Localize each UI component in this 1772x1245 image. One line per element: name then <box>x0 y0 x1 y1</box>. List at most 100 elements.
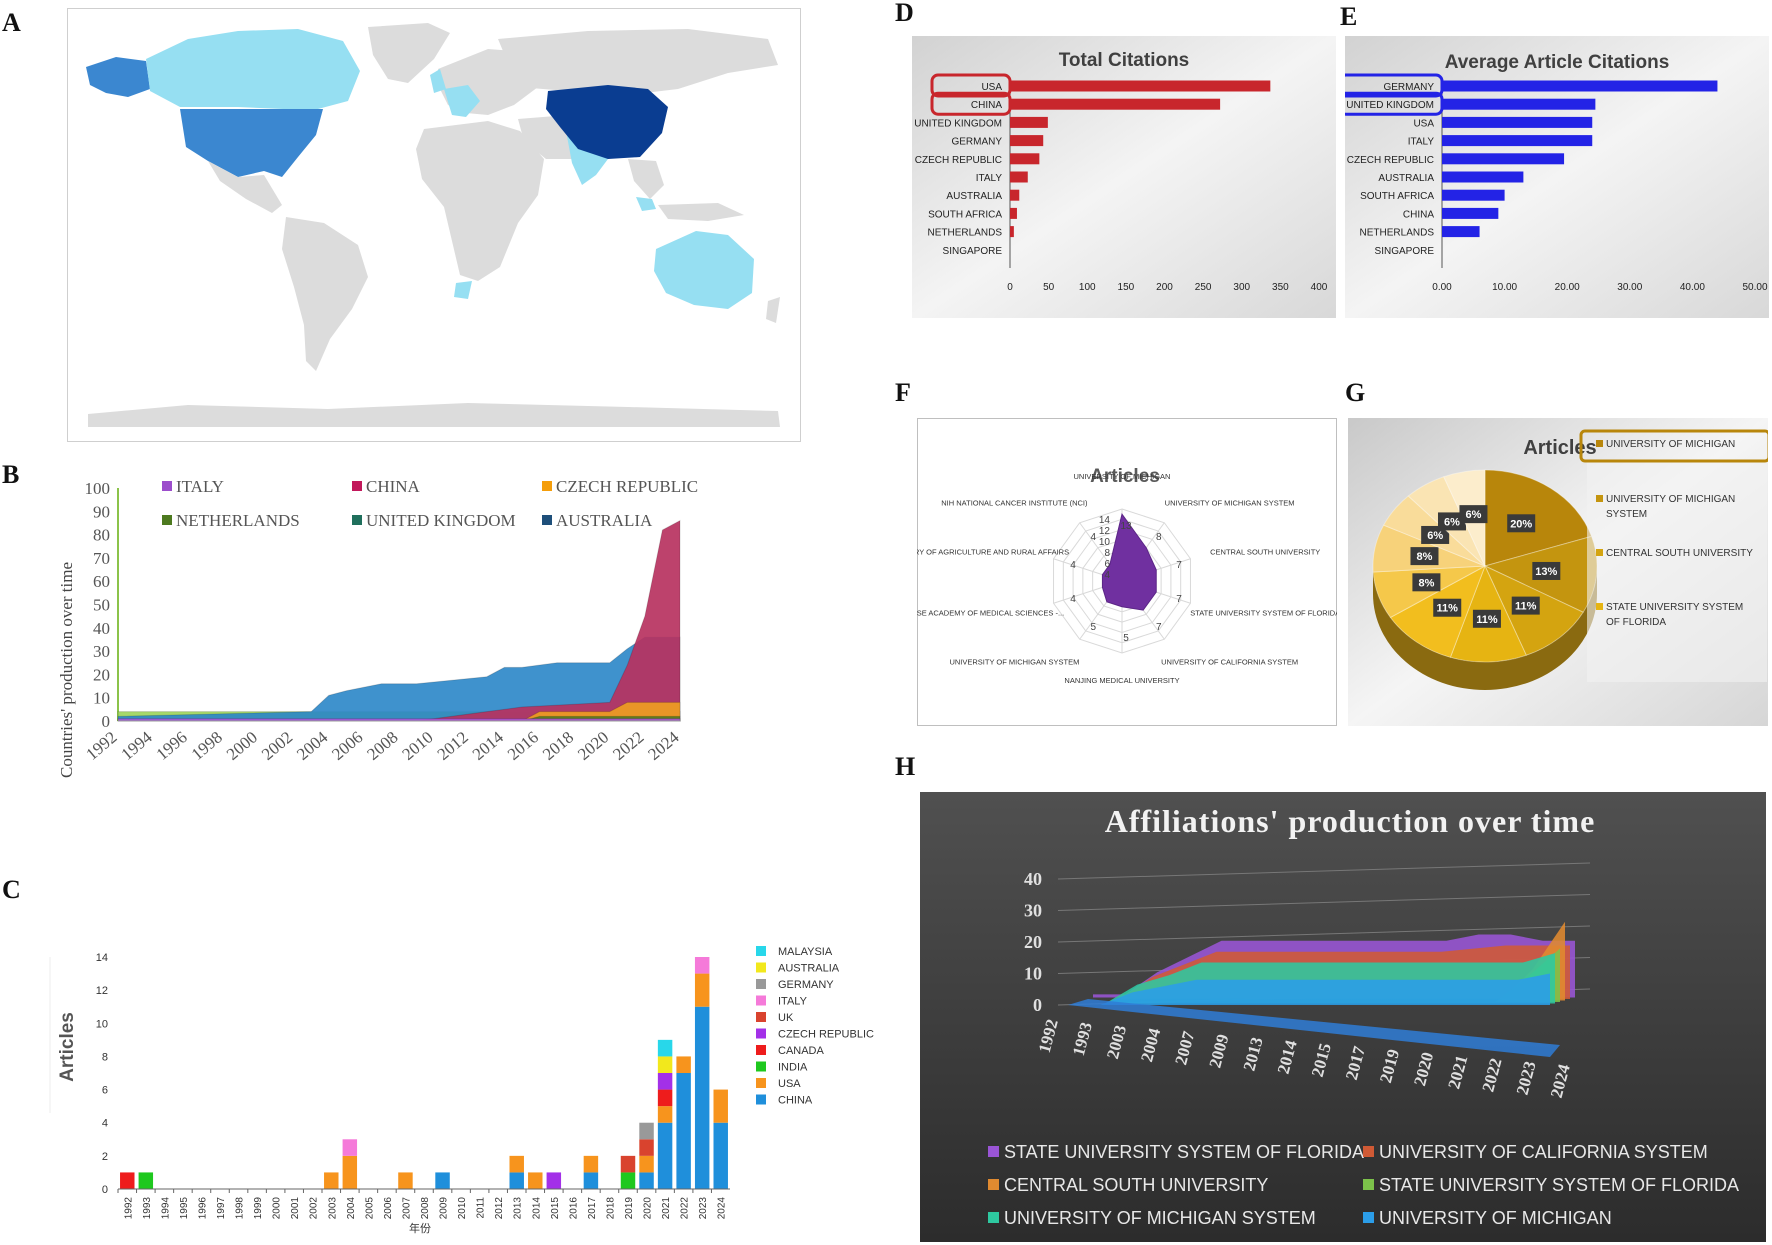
legend-panel <box>1587 460 1767 682</box>
x-tick-5: 250 <box>1195 282 1212 293</box>
bar-united-kingdom <box>1010 116 1048 128</box>
y-tick-14: 14 <box>96 952 108 964</box>
y-tick-20: 20 <box>93 665 110 684</box>
x-tick-4: 200 <box>1156 282 1173 293</box>
y-tick-6: 6 <box>102 1085 108 1097</box>
bar-2019-india <box>620 1172 636 1189</box>
x-tick-2010: 2010 <box>398 728 436 764</box>
bar-label-united-kingdom: UNITED KINGDOM <box>914 118 1002 129</box>
bar-2003-usa <box>324 1172 339 1189</box>
bar-2017-china <box>583 1172 599 1189</box>
bar-2021-usa <box>657 1106 673 1123</box>
legend-swatch-czech-republic <box>542 481 552 491</box>
x-tick-1992: 1992 <box>123 1197 134 1220</box>
radar-category-8: MINISTRY OF AGRICULTURE AND RURAL AFFAIR… <box>917 548 1069 557</box>
highlight-box-united-kingdom <box>1345 91 1444 116</box>
pie-label-2: 11% <box>1515 601 1537 613</box>
y-tick-40: 40 <box>1024 869 1042 889</box>
x-tick-2015: 2015 <box>550 1197 561 1220</box>
pie-label-bg-2 <box>1511 596 1540 615</box>
radar-category-6: UNIVERSITY OF MICHIGAN SYSTEM <box>949 657 1079 666</box>
x-tick-2023: 2023 <box>698 1197 709 1220</box>
bar-czech-republic <box>1010 153 1040 165</box>
x-tick-8: 400 <box>1311 282 1328 293</box>
bar-italy <box>1010 171 1028 183</box>
radar-category-1: UNIVERSITY OF MICHIGAN SYSTEM <box>1165 499 1295 508</box>
legend-label-czech-republic: CZECH REPUBLIC <box>556 477 698 496</box>
x-tick-1996: 1996 <box>153 728 191 764</box>
bar-2021-china <box>657 1122 673 1189</box>
bar-label-usa: USA <box>1413 118 1434 129</box>
x-tick-1998: 1998 <box>188 728 226 764</box>
legend-label-czech-republic: CZECH REPUBLIC <box>778 1029 874 1041</box>
chart-b-yticks: 0 10 20 30 40 50 60 70 80 90 100 <box>85 479 119 731</box>
x-tick-2019: 2019 <box>624 1197 635 1220</box>
y-tick-2: 2 <box>102 1151 108 1163</box>
bar-label-china: CHINA <box>1403 209 1434 220</box>
x-tick-3: 30.00 <box>1617 282 1642 293</box>
area-floor <box>1068 999 1560 1057</box>
map-indonesia <box>658 203 744 221</box>
pie-label-9: 6% <box>1466 509 1482 521</box>
bar-czech-republic <box>1442 153 1565 165</box>
x-tick-2017: 2017 <box>587 1197 598 1220</box>
legend-swatch-malaysia <box>756 946 766 956</box>
bar-usa <box>1442 116 1593 128</box>
bar-south-africa <box>1010 207 1017 219</box>
chart-f-title: Articles <box>1090 466 1160 487</box>
bar-netherlands <box>1442 226 1480 238</box>
bar-2009-china <box>435 1172 450 1189</box>
bar-2021-canada <box>657 1089 673 1107</box>
x-tick-2018: 2018 <box>539 728 577 764</box>
bar-2024-usa <box>713 1089 728 1123</box>
chart-c-ylabel: Articles <box>57 1012 78 1082</box>
chart-b-xticks: 1992199419961998200020022004200620082010… <box>82 727 683 764</box>
x-tick-0: 0 <box>1007 282 1013 293</box>
x-tick-1996: 1996 <box>197 1197 208 1220</box>
x-tick-7: 350 <box>1272 282 1289 293</box>
pie-label-4: 11% <box>1437 603 1459 615</box>
panel-letter-d: D <box>895 0 914 27</box>
x-tick-2008: 2008 <box>363 728 401 764</box>
legend-swatch-netherlands <box>162 515 172 525</box>
legend-label-central-south-university: CENTRAL SOUTH UNIVERSITY <box>1606 548 1753 559</box>
bar-2007-usa <box>398 1172 413 1189</box>
bar-united-kingdom <box>1442 98 1596 110</box>
x-tick-1997: 1997 <box>216 1197 227 1220</box>
bar-2021-australia <box>657 1056 673 1073</box>
legend-swatch-italy <box>162 481 172 491</box>
panel-letter-g: G <box>1345 378 1366 407</box>
bar-label-italy: ITALY <box>1408 137 1435 148</box>
legend-label-netherlands: NETHERLANDS <box>176 511 300 530</box>
y-tick-10: 10 <box>93 689 110 708</box>
legend-label-uk: UK <box>778 1012 794 1024</box>
x-tick-1994: 1994 <box>117 727 156 764</box>
average-citations-chart: Average Article Citations GERMANY UNITED … <box>1345 36 1769 318</box>
pie-label-5: 8% <box>1418 577 1434 589</box>
radar-category-0: UNIVERSITY OF MICHIGAN <box>1074 472 1171 481</box>
map-china <box>546 85 668 159</box>
y-tick-60: 60 <box>93 572 110 591</box>
x-tick-1999: 1999 <box>253 1197 264 1220</box>
x-tick-2006: 2006 <box>328 728 366 764</box>
bar-2024-china <box>713 1122 728 1189</box>
legend-label-usa: USA <box>778 1078 801 1090</box>
pie-label-1: 13% <box>1535 566 1557 578</box>
legend-swatch-italy <box>756 995 766 1006</box>
map-africa <box>416 121 544 281</box>
bar-label-australia: AUSTRALIA <box>1378 173 1434 184</box>
pie-side <box>1373 566 1597 690</box>
pie-label-bg-1 <box>1532 561 1561 580</box>
x-tick-2: 20.00 <box>1555 282 1580 293</box>
bar-2020-usa <box>639 1155 654 1173</box>
radar-category-2: CENTRAL SOUTH UNIVERSITY <box>1210 548 1320 557</box>
area-series-0 <box>1068 973 1550 1005</box>
bar-australia <box>1010 189 1020 201</box>
chart-b-plot <box>117 519 681 722</box>
pie-label-bg-9 <box>1459 505 1488 524</box>
radar-value-9: 4 <box>1090 532 1096 543</box>
y-tick-10: 10 <box>1024 964 1042 984</box>
radar-articles-chart: Articles 14121086413877755444UNIVERSITY … <box>917 418 1337 726</box>
x-tick-2012: 2012 <box>434 728 472 764</box>
chart-c-yticks: 0 2 4 6 8 10 12 14 <box>49 952 108 1196</box>
